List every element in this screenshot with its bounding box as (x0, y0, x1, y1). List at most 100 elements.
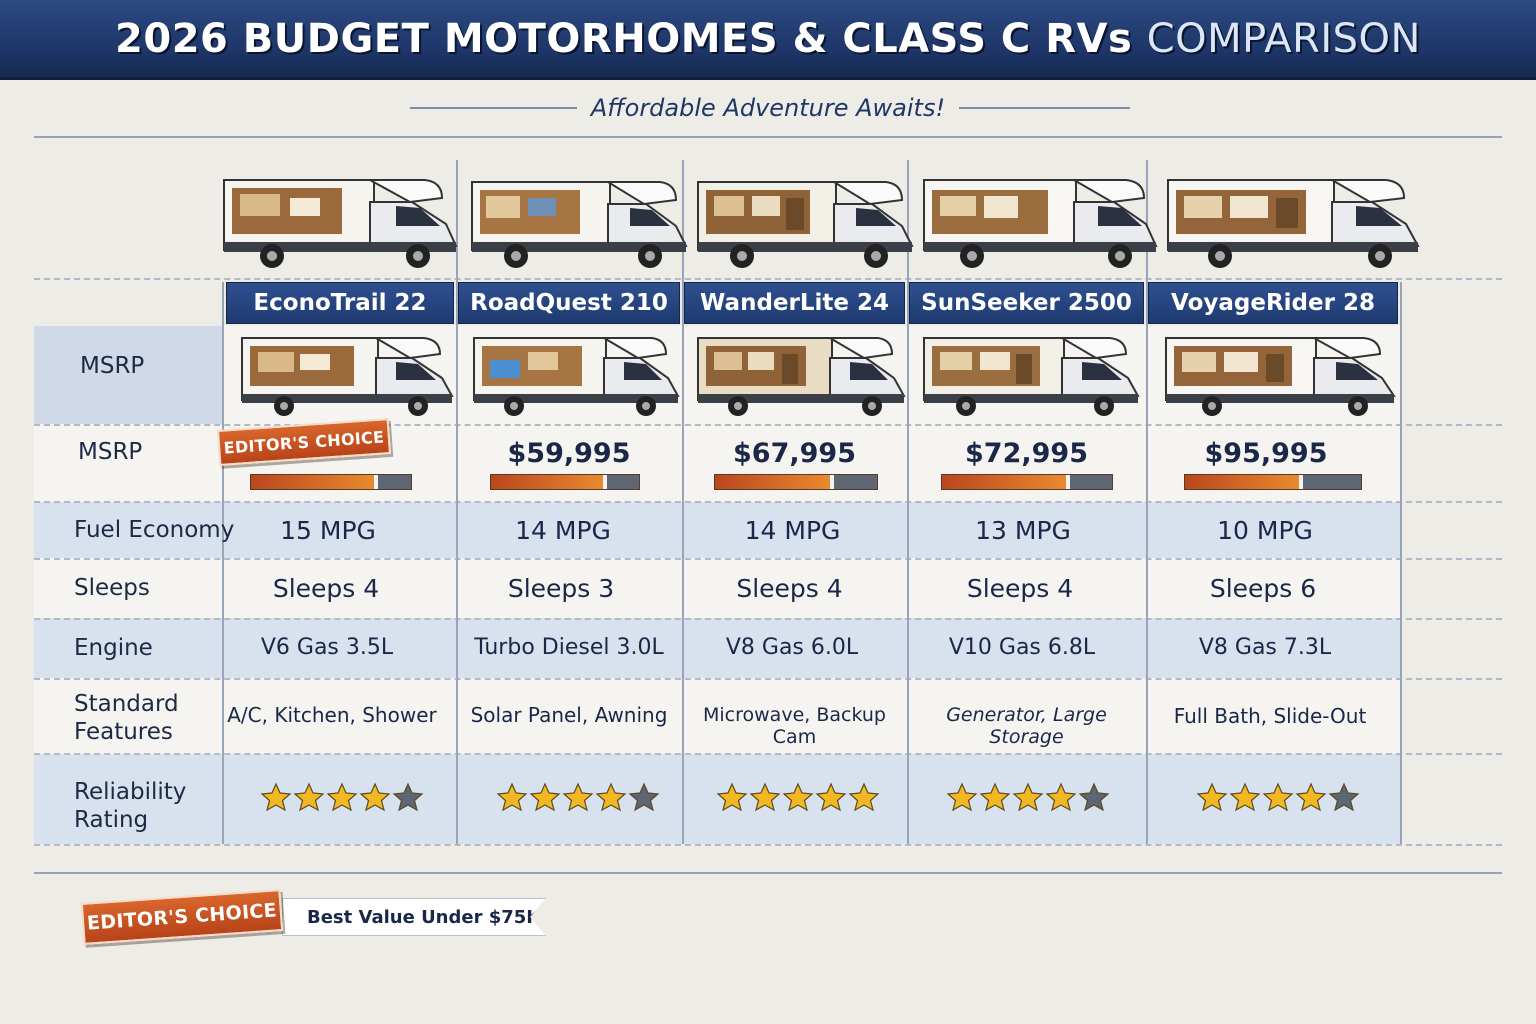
engine-value: V6 Gas 3.5L (260, 635, 394, 660)
price-bar (714, 474, 878, 490)
price-bar-fill (251, 475, 375, 489)
separator (34, 501, 1502, 503)
price-bar (1184, 474, 1362, 490)
sleeps-value: Sleeps 4 (966, 574, 1074, 603)
price-bar (250, 474, 412, 490)
rv-illustration (238, 330, 456, 420)
column-divider (1400, 282, 1402, 844)
model-header: EconoTrail 22 (226, 282, 454, 324)
fuel-value: 14 MPG (744, 516, 841, 545)
star-icon (1196, 782, 1228, 812)
rv-illustration (1164, 168, 1422, 272)
row-label-fuel: Fuel Economy (74, 517, 235, 543)
engine-row-band (34, 618, 1402, 678)
star-rating (946, 782, 1110, 812)
star-icon (529, 782, 561, 812)
price-bar-rest (607, 475, 639, 489)
title-main: 2026 BUDGET MOTORHOMES & CLASS C RVs (115, 15, 1133, 62)
footer-divider (34, 872, 1502, 874)
top-divider (34, 136, 1502, 138)
page-title: 2026 BUDGET MOTORHOMES & CLASS C RVs COM… (115, 16, 1421, 62)
sleeps-value: Sleeps 4 (272, 574, 380, 603)
features-value: Generator, Large Storage (946, 704, 1107, 748)
reliability-row-band (34, 754, 1402, 844)
price-bar-fill (1185, 475, 1300, 489)
column-divider (907, 160, 909, 844)
rv-illustration (1162, 330, 1398, 420)
star-icon (749, 782, 781, 812)
rv-illustration (920, 168, 1160, 272)
engine-value: V10 Gas 6.8L (948, 635, 1096, 660)
separator (34, 558, 1502, 560)
features-row-band (34, 678, 1402, 754)
star-rating (1196, 782, 1360, 812)
star-icon (595, 782, 627, 812)
features-value: Full Bath, Slide-Out (1173, 704, 1367, 728)
title-tail: COMPARISON (1146, 15, 1421, 62)
price-bar-rest (1303, 475, 1361, 489)
footer-note: Best Value Under $75K (282, 898, 546, 936)
star-icon (260, 782, 292, 812)
msrp-value: $95,995 (1204, 438, 1328, 469)
star-icon (562, 782, 594, 812)
row-label-features-2: Features (74, 719, 173, 745)
separator (34, 753, 1502, 755)
fuel-value: 13 MPG (975, 516, 1071, 545)
row-label-features-1: Standard (74, 691, 179, 717)
rv-illustration (470, 330, 682, 420)
star-icon (1295, 782, 1327, 812)
title-bar: 2026 BUDGET MOTORHOMES & CLASS C RVs COM… (0, 0, 1536, 80)
sleeps-row-band (34, 558, 1402, 618)
star-rating (716, 782, 880, 812)
rv-illustration (694, 168, 916, 272)
model-header: RoadQuest 210 (458, 282, 680, 324)
star-icon (359, 782, 391, 812)
star-icon (1045, 782, 1077, 812)
column-divider (222, 282, 224, 844)
star-rating (496, 782, 660, 812)
msrp-value: $59,995 (507, 438, 631, 469)
star-icon (326, 782, 358, 812)
star-icon (815, 782, 847, 812)
price-bar-rest (378, 475, 411, 489)
subtitle: Affordable Adventure Awaits! (576, 94, 960, 122)
engine-value: Turbo Diesel 3.0L (474, 635, 664, 660)
star-icon (392, 782, 424, 812)
separator (34, 278, 1502, 280)
separator (34, 844, 1502, 846)
star-icon (293, 782, 325, 812)
price-bar-fill (491, 475, 604, 489)
msrp-value: $72,995 (965, 438, 1088, 469)
engine-value: V8 Gas 7.3L (1198, 635, 1332, 660)
model-header: SunSeeker 2500 (909, 282, 1144, 324)
sleeps-value: Sleeps 6 (1209, 574, 1317, 603)
features-value: Solar Panel, Awning (470, 703, 668, 727)
star-icon (946, 782, 978, 812)
fuel-value: 10 MPG (1217, 516, 1313, 545)
star-icon (1229, 782, 1261, 812)
sleeps-value: Sleeps 4 (736, 574, 843, 603)
price-bar (490, 474, 640, 490)
star-icon (1078, 782, 1110, 812)
column-divider (456, 160, 458, 844)
price-bar-rest (834, 475, 877, 489)
fuel-row-band (34, 502, 1402, 558)
separator (34, 678, 1502, 680)
star-icon (496, 782, 528, 812)
fuel-value: 15 MPG (280, 516, 376, 545)
rv-illustration (920, 330, 1142, 420)
star-icon (1328, 782, 1360, 812)
rv-illustration (468, 168, 690, 272)
row-label-reliability-1: Reliability (74, 779, 187, 805)
footer-editors-choice-badge: EDITOR'S CHOICE (80, 889, 284, 945)
rv-illustration (220, 168, 460, 272)
row-label-engine: Engine (74, 635, 153, 661)
model-header: VoyageRider 28 (1148, 282, 1398, 324)
star-icon (782, 782, 814, 812)
price-bar-fill (942, 475, 1067, 489)
star-icon (716, 782, 748, 812)
model-header: WanderLite 24 (684, 282, 905, 324)
sleeps-value: Sleeps 3 (507, 574, 615, 603)
rv-illustration (694, 330, 908, 420)
price-bar-rest (1070, 475, 1112, 489)
